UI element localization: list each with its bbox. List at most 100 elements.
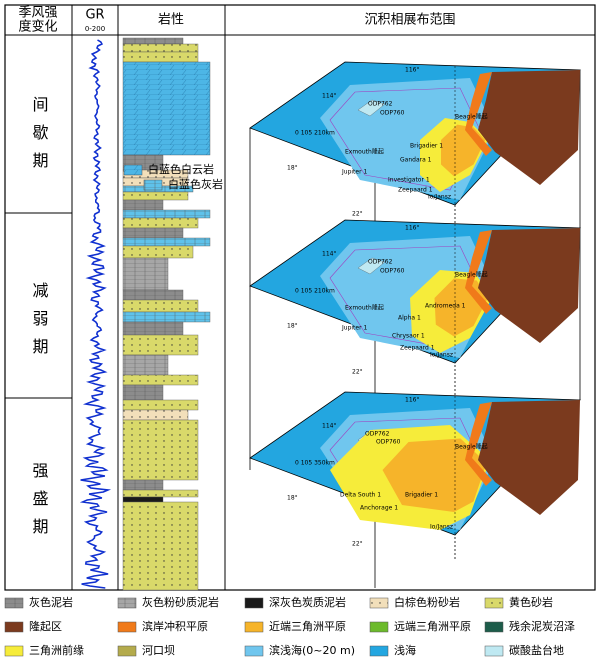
legend-label: 远端三角洲平原 [394,620,471,633]
map-label: 18° [287,323,298,330]
map-label: 116° [405,225,419,232]
delta-plain [382,438,487,512]
map-label: ODP762 [365,431,390,438]
legend-label: 灰色粉砂质泥岩 [142,595,219,609]
map-label: ODP760 [380,110,405,117]
lithology-pattern [123,200,163,210]
map-label: 18° [287,165,298,172]
uplift [478,400,580,515]
carbonate-platform [357,257,386,275]
map-label: Zeepaard 1 [400,345,435,352]
map-label: Jupiter 1 [341,325,367,332]
legend-swatch [369,621,389,633]
lithology-pattern [123,38,183,44]
legend-swatch [4,621,24,633]
lithology-pattern [123,312,210,322]
legend-label: 河口坝 [142,643,175,657]
map-label: Delta South 1 [340,492,381,499]
legend-label: 白蓝色白云岩 [148,162,214,176]
legend-label: 白棕色粉砂岩 [394,595,460,609]
period-label: 减弱期 [30,282,49,366]
map-label: Zeepaard 1 [398,187,433,194]
legend-label: 隆起区 [29,619,62,633]
lithology-pattern [123,192,188,200]
map-label: Beagle隆起 [455,113,488,121]
legend-label: 残余泥炭沼泽 [509,619,575,633]
header: 沉积相展布范围 [364,13,455,28]
legend-pattern [370,598,388,608]
map-label: 0 105 350km [295,460,335,467]
lithology-pattern [123,52,198,62]
map-label: ODP760 [376,439,401,446]
map-label: ODP762 [368,101,393,108]
lithology-pattern [123,258,168,290]
legend-label: 碳酸盐台地 [509,643,564,657]
map-label: ODP762 [368,259,393,266]
lithology-pattern [123,238,210,246]
map-label: Chrysaor 1 [392,333,425,340]
lithology-pattern [123,62,210,155]
table-frame [4,4,596,591]
lithology-pattern [123,300,198,312]
carbonate-platform [357,99,386,117]
lithology-pattern [123,335,198,355]
map-label: Gandara 1 [400,157,432,164]
legend-swatch [484,621,504,633]
lithology-pattern [123,218,198,228]
map-label: Investigator 1 [388,177,430,184]
lithology-pattern [123,385,163,400]
legend-swatch [244,645,264,657]
lithology-pattern [123,170,188,178]
map-label: Brigadier 1 [410,143,443,150]
lithology-pattern [123,290,183,300]
period-label: 强盛期 [30,462,49,546]
period-label: 间歇期 [30,96,49,180]
legend-label: 白蓝色灰岩 [168,177,223,191]
legend-label: 浅海 [394,643,416,657]
map-label: Io/Jansz [428,194,451,201]
map-label: 22° [352,211,363,218]
header: 度变化 [18,19,57,35]
coastal-plain [465,402,492,486]
lithology-pattern [123,246,193,258]
header: 岩性 [158,13,184,28]
lithology-column [122,37,211,591]
map-label: ODP760 [380,268,405,275]
legend-swatch [244,621,264,633]
map-label: Alpha 1 [398,315,421,322]
lithology-pattern [123,322,183,335]
header: 季风强 [18,6,57,21]
map-label: 22° [352,369,363,376]
legend-swatch [117,645,137,657]
map-label: Exmouth隆起 [345,148,384,156]
map-label: 22° [352,541,363,548]
lithology-pattern [123,355,168,375]
legend-pattern [485,598,503,608]
legend-label: 滨浅海(0~20 m) [269,643,355,657]
uplift [478,228,580,343]
legend-label: 灰色泥岩 [29,595,73,609]
map-label: Brigadier 1 [405,492,438,499]
map-label: Io/Jansz [430,524,453,531]
lithology-pattern [123,410,188,420]
legend-pattern [118,598,136,608]
lithology-pattern [123,44,198,52]
lithology-pattern [123,375,198,385]
map-label: Andromeda 1 [425,303,466,310]
map-label: Anchorage 1 [360,505,398,512]
uplift [478,70,580,185]
legend-label: 三角洲前缘 [29,643,84,657]
lithology-pattern [123,210,210,218]
legend-swatch [244,597,264,609]
legend-label: 近端三角洲平原 [269,620,346,633]
legend-swatch [4,645,24,657]
legend-label: 深灰色炭质泥岩 [269,595,346,609]
map-label: Beagle隆起 [455,271,488,279]
legend-pattern [5,598,23,608]
map-label: 0 105 210km [295,288,335,295]
map-label: 114° [322,423,336,430]
